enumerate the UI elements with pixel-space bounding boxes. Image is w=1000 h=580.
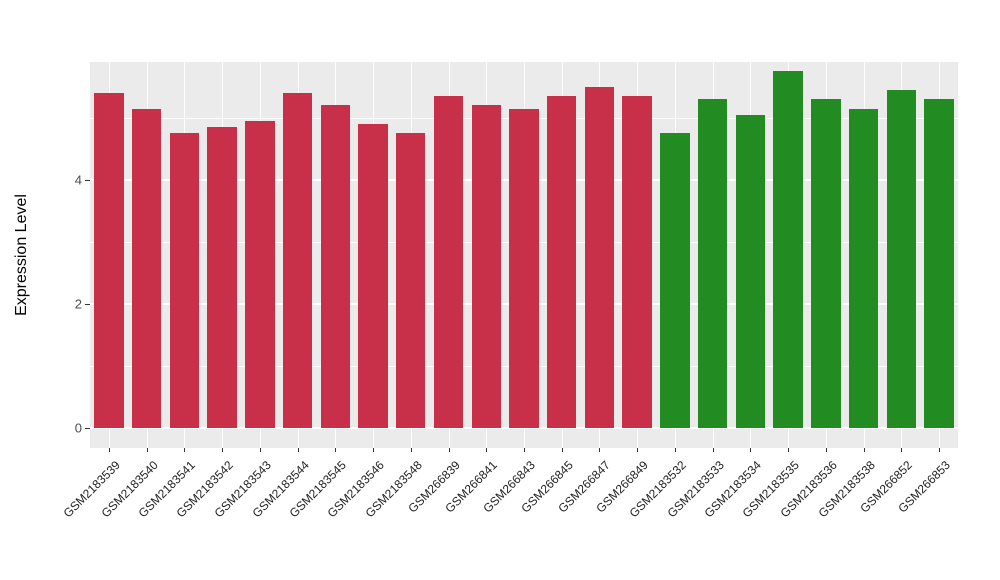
bar-GSM2183536 (811, 99, 841, 428)
bar-GSM2183540 (131, 108, 162, 428)
x-tick-mark (788, 448, 790, 452)
bar-GSM2183543 (245, 120, 275, 428)
bar-GSM266839 (433, 96, 464, 428)
x-tick-mark (637, 448, 639, 452)
bar-GSM266847 (584, 86, 615, 428)
x-tick-mark (410, 448, 412, 452)
bar-GSM266853 (924, 99, 954, 428)
x-tick-mark (863, 448, 865, 452)
x-tick-mark (108, 448, 110, 452)
bar-GSM266849 (622, 96, 652, 428)
x-tick-mark (373, 448, 375, 452)
y-tick-label: 0 (74, 420, 82, 436)
bar-GSM2183548 (396, 133, 426, 428)
bar-GSM2183534 (735, 114, 766, 428)
y-tick-mark (85, 303, 90, 305)
y-tick-label: 4 (74, 172, 82, 188)
y-tick-label: 2 (74, 296, 82, 312)
x-tick-mark (259, 448, 261, 452)
x-tick-mark (448, 448, 450, 452)
bar-GSM2183545 (320, 105, 350, 428)
plot-panel (90, 62, 958, 448)
x-tick-mark (335, 448, 337, 452)
x-tick-mark (297, 448, 299, 452)
x-tick-mark (561, 448, 563, 452)
x-tick-mark (712, 448, 714, 452)
x-tick-mark (222, 448, 224, 452)
bar-GSM2183546 (358, 124, 388, 428)
y-axis-title: Expression Level (13, 194, 30, 316)
x-tick-mark (524, 448, 525, 452)
bar-GSM266845 (547, 96, 577, 428)
bar-GSM266852 (886, 89, 917, 428)
bar-GSM2183538 (848, 108, 879, 428)
bar-GSM266841 (471, 105, 501, 428)
x-tick-mark (184, 448, 186, 452)
x-tick-mark (939, 448, 941, 452)
bar-GSM2183532 (660, 133, 690, 428)
x-tick-mark (825, 448, 827, 452)
x-tick-mark (750, 448, 752, 452)
bar-GSM2183533 (697, 99, 728, 428)
bar-GSM2183539 (94, 93, 124, 428)
y-tick-mark (85, 428, 90, 429)
bar-GSM266843 (509, 108, 539, 428)
bar-GSM2183542 (207, 127, 237, 428)
x-tick-mark (146, 448, 148, 452)
x-tick-mark (901, 448, 903, 452)
y-tick-mark (85, 179, 90, 181)
bar-GSM2183544 (282, 93, 313, 428)
bar-GSM2183535 (773, 71, 803, 428)
x-tick-mark (674, 448, 676, 452)
x-tick-mark (486, 448, 488, 452)
bar-GSM2183541 (169, 133, 200, 428)
x-tick-mark (599, 448, 601, 452)
